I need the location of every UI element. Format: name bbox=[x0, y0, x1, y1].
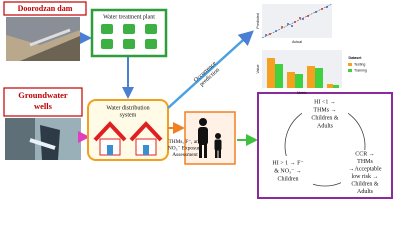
outcome-text: Children & bbox=[311, 115, 338, 121]
treatment-label: Water treatment plant bbox=[103, 14, 155, 20]
outcome-text: →Acceptable bbox=[349, 166, 382, 172]
scatter-plot bbox=[261, 3, 333, 39]
outcome-text: low risk → bbox=[352, 174, 379, 180]
houses bbox=[93, 121, 163, 156]
tanks bbox=[101, 24, 157, 49]
outcome-text: CCR → bbox=[355, 151, 375, 157]
outcome-text: THMs bbox=[357, 159, 373, 165]
outcome-text: Adults bbox=[357, 189, 374, 195]
assessment-label: NO₃⁻ Exposure bbox=[168, 146, 203, 152]
outcome-text: Adults bbox=[317, 123, 334, 129]
source-label: Doorodzan dam bbox=[18, 4, 73, 13]
outcome-text: Children bbox=[278, 176, 299, 182]
outcome-bg bbox=[341, 150, 389, 196]
distribution-label: system bbox=[120, 112, 137, 118]
legend-title: Dataset bbox=[349, 56, 363, 60]
label-box bbox=[3, 87, 83, 117]
outcome-text: THMs → bbox=[313, 107, 336, 113]
photo-dam bbox=[6, 17, 80, 61]
arrow bbox=[167, 30, 254, 109]
photo-wells bbox=[5, 118, 81, 160]
axis-label: Actual bbox=[292, 40, 302, 44]
axis-label: Value bbox=[256, 65, 260, 74]
source-label: wells bbox=[34, 101, 53, 111]
family-icon bbox=[198, 118, 222, 158]
source-label: Groundwater bbox=[18, 90, 68, 100]
outcome-text: Children & bbox=[351, 181, 378, 187]
bar-plot bbox=[262, 50, 352, 88]
assessment-label: Assessment bbox=[172, 152, 198, 158]
outcome-bg bbox=[302, 97, 348, 135]
outcome-bg bbox=[263, 156, 313, 192]
axis-label: Metric bbox=[297, 91, 307, 95]
distribution-label: Water distribution bbox=[106, 105, 149, 111]
outcome-text: HI <1 → bbox=[314, 99, 336, 105]
outcome-text: HI > 1 → F⁻ bbox=[272, 160, 303, 166]
label-box bbox=[3, 1, 87, 16]
assessment-label: THMs, F⁻, and bbox=[168, 139, 201, 145]
outcome-text: & NO₃⁻ → bbox=[274, 168, 302, 174]
axis-label: Predicted bbox=[256, 13, 260, 28]
legend-entry: Testing bbox=[354, 62, 365, 66]
legend-entry: Training bbox=[354, 68, 367, 72]
family-box bbox=[184, 111, 236, 165]
